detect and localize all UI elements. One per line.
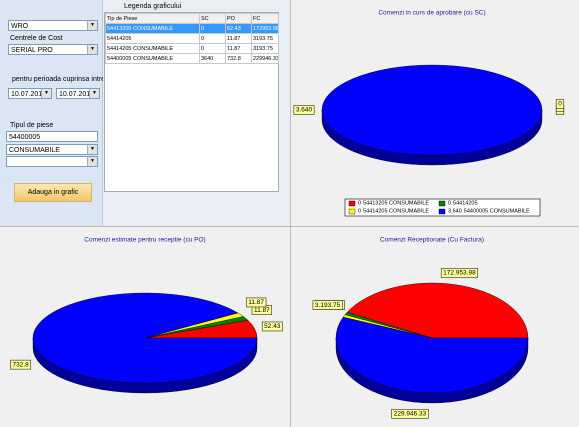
chart-title: Comenzi estimate pentru receptie (cu PO): [84, 237, 205, 244]
legend-name: 54400005 CONSUMABILE: [464, 209, 530, 215]
data-label-box: [391, 408, 429, 419]
legend-entry: 3.640 54400005 CONSUMABILE: [448, 209, 530, 215]
data-label-box: [312, 300, 343, 310]
table-box: Tip de Piese SC PO FC 54413205 CONSUMABILE 0 5…: [104, 12, 279, 192]
cost-center-label: Centrele de Cost: [10, 35, 63, 42]
legend-entry: 0 54413205 CONSUMABILE: [358, 201, 429, 207]
table-cell: 229946.33: [251, 53, 279, 64]
date-to-value: 10.07.2018: [59, 91, 95, 98]
legend-swatch: [348, 200, 356, 207]
data-label: 732.8: [13, 361, 30, 368]
date-to[interactable]: 10.07.2018 ▼: [56, 88, 100, 99]
legend-value: 0: [448, 201, 451, 207]
legend-table: Tip de Piese SC PO FC 54413205 CONSUMABILE 0 5…: [105, 13, 279, 64]
table-title: Legenda graficului: [124, 3, 182, 10]
legend-entry: 0 54414205 CONSUMABILE: [358, 209, 429, 215]
cost-center-select[interactable]: SERIAL PRO ▼: [8, 44, 98, 55]
legend-swatch: [438, 208, 446, 215]
data-label: 172.953.98: [443, 270, 476, 277]
data-label-box: [293, 105, 315, 115]
empty-select[interactable]: ▼: [6, 156, 98, 167]
location-select[interactable]: WRO ▼: [8, 20, 98, 31]
pie-slice: [346, 282, 529, 339]
legend-swatch: [438, 200, 446, 207]
table-row[interactable]: 54400005 CONSUMABILE 3640 732.8 229946.33: [105, 53, 279, 64]
data-label: 0: [558, 101, 562, 108]
legend-name: 54414205: [453, 201, 477, 207]
data-label: 52.43: [264, 323, 281, 330]
add-button[interactable]: Adauga in grafic: [14, 183, 92, 202]
pie-slice: [321, 64, 543, 156]
legend-value: 3.640: [448, 209, 462, 215]
data-label-box: [261, 321, 283, 332]
pie-slice: [32, 292, 258, 384]
data-label: 3.193.75: [315, 302, 341, 309]
date-from-value: 10.07.2018: [11, 91, 47, 98]
legend-name: 54414205 CONSUMABILE: [363, 209, 429, 215]
table-row[interactable]: 54414205 CONSUMABILE 0 11.87 3193.75: [105, 43, 279, 54]
data-label: 11.87: [254, 307, 270, 314]
chart-title: Comenzi Receptionate (Cu Factura): [380, 237, 484, 244]
legend-entry: 0 54414205: [448, 201, 478, 207]
pie-slice: [335, 316, 529, 394]
part-type-value: CONSUMABILE: [9, 147, 60, 154]
data-label-box: [245, 297, 267, 308]
cost-center-value: SERIAL PRO: [11, 47, 53, 54]
data-label-box: [555, 99, 565, 109]
date-from[interactable]: 10.07.2018 ▼: [8, 88, 52, 99]
data-label-box: [440, 268, 478, 278]
legend-name: 54413205 CONSUMABILE: [363, 201, 429, 207]
data-label-box: [10, 359, 32, 370]
part-type-label: Tipul de piese: [10, 122, 54, 129]
data-label: 229.946.33: [394, 410, 427, 417]
data-label: 11.87: [248, 299, 264, 306]
legend-value: 0: [358, 201, 361, 207]
legend-value: 0: [358, 209, 361, 215]
chart-title: Comenzi in curs de aprobare (cu SC): [378, 10, 485, 17]
part-code-value: 54400005: [9, 134, 41, 141]
part-type-select[interactable]: CONSUMABILE ▼: [6, 144, 98, 155]
legend-swatch: [348, 208, 356, 215]
period-label: pentru perioada cuprinsa intre: [12, 76, 106, 83]
location-value: WRO: [11, 23, 29, 30]
data-label: 3.640: [296, 107, 313, 114]
table-row[interactable]: 54413205 CONSUMABILE 0 52.43 172953.98: [105, 23, 279, 34]
legend-box: [344, 198, 541, 217]
part-code-input[interactable]: 54400005: [6, 131, 98, 142]
